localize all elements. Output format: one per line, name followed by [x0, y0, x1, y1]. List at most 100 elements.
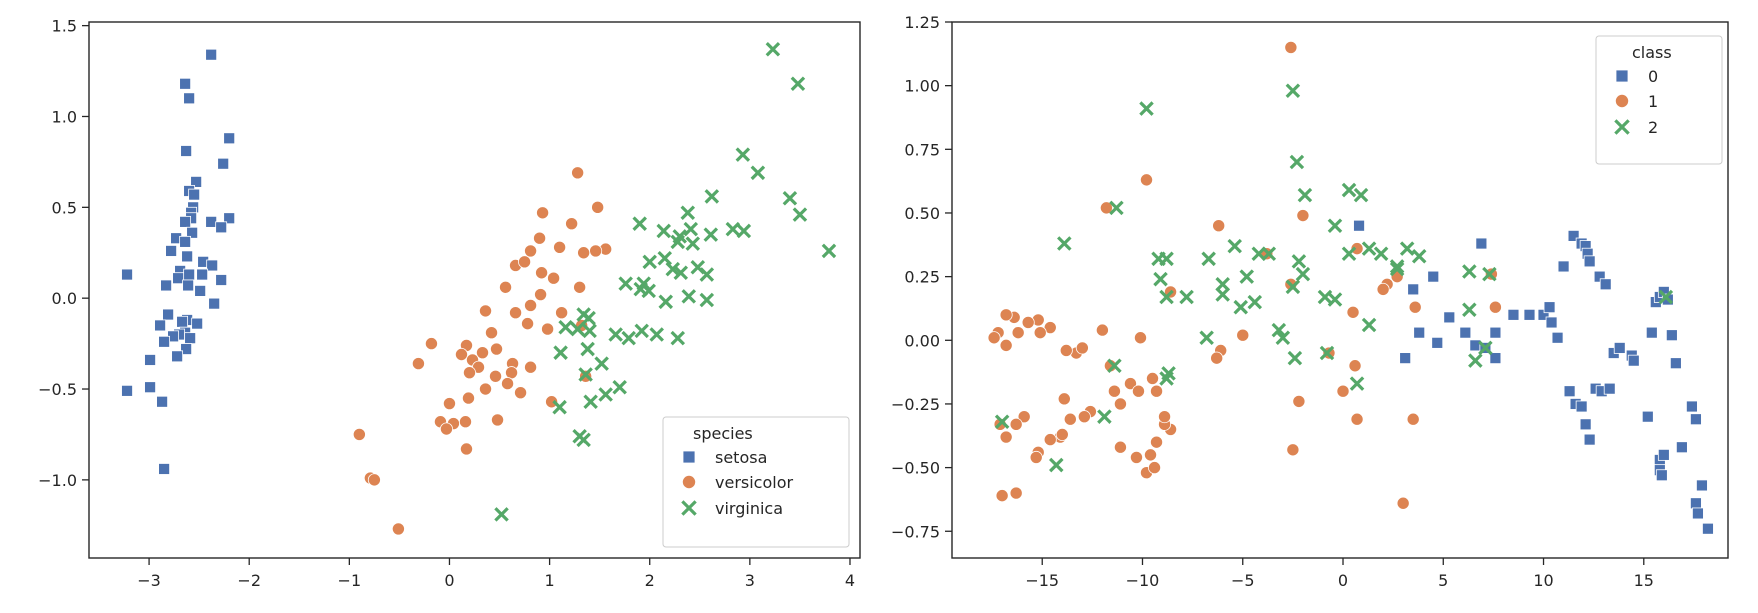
data-point-0: [1696, 479, 1708, 492]
data-point-setosa: [181, 250, 194, 263]
data-point-setosa: [176, 315, 189, 328]
data-point-0: [1641, 410, 1654, 423]
data-point-setosa: [182, 279, 195, 292]
data-point-versicolor: [521, 317, 535, 331]
data-point-virginica: [685, 236, 701, 251]
y-tick-label: 0.25: [904, 268, 940, 287]
data-point-0: [1675, 441, 1688, 454]
data-point-versicolor: [591, 200, 605, 214]
data-point-2: [1319, 345, 1335, 361]
data-point-setosa: [184, 332, 197, 345]
data-point-setosa: [183, 268, 196, 281]
y-tick-label: 0.00: [904, 331, 940, 350]
legend-label: setosa: [715, 448, 767, 467]
data-point-2: [1287, 350, 1303, 366]
data-point-versicolor: [352, 427, 366, 441]
data-point-1: [1059, 343, 1073, 357]
data-point-virginica: [642, 254, 657, 270]
data-point-versicolor: [524, 244, 538, 258]
series-setosa: [121, 48, 236, 475]
data-point-virginica: [580, 341, 595, 357]
data-point-versicolor: [424, 337, 438, 351]
data-point-setosa: [144, 354, 156, 366]
data-point-0: [1551, 331, 1564, 344]
data-point-versicolor: [509, 306, 523, 320]
data-point-2: [1468, 353, 1483, 368]
data-point-0: [1459, 326, 1472, 339]
x-tick-label: 1: [545, 571, 555, 590]
data-point-0: [1443, 311, 1456, 324]
data-point-2: [1153, 271, 1168, 287]
data-point-0: [1669, 357, 1682, 370]
data-point-versicolor: [535, 266, 549, 280]
data-point-setosa: [165, 245, 178, 257]
data-point-versicolor: [462, 366, 476, 380]
y-tick-label: −0.25: [891, 395, 940, 414]
data-point-versicolor: [545, 395, 559, 409]
data-point-virginica: [657, 250, 673, 266]
data-point-1: [1148, 461, 1162, 475]
data-point-1: [1408, 300, 1422, 314]
data-point-2: [1215, 277, 1230, 292]
data-point-1: [999, 338, 1013, 352]
legend: class 0 1 2: [1595, 35, 1723, 165]
data-point-versicolor: [573, 280, 587, 294]
data-point-0: [1645, 326, 1658, 339]
data-point-2: [1373, 246, 1389, 261]
data-point-versicolor: [589, 244, 603, 258]
data-point-versicolor: [442, 397, 456, 411]
data-point-1: [1043, 433, 1057, 447]
data-point-0: [1686, 400, 1698, 413]
data-point-2: [1097, 409, 1112, 424]
data-point-virginica: [725, 221, 741, 237]
legend-label: versicolor: [715, 473, 793, 492]
legend-marker-0: [1615, 69, 1629, 83]
data-point-versicolor: [547, 271, 561, 285]
data-point-virginica: [581, 310, 596, 326]
data-point-virginica: [552, 399, 567, 415]
x-tick-label: 2: [645, 571, 655, 590]
data-point-1: [1488, 300, 1502, 314]
data-point-versicolor: [541, 322, 555, 336]
legend-label: 2: [1648, 118, 1658, 137]
data-point-virginica: [649, 327, 664, 342]
data-point-2: [1233, 299, 1249, 315]
data-point-1: [1296, 209, 1310, 223]
data-point-2: [1361, 241, 1377, 256]
data-point-setosa: [188, 188, 201, 201]
data-point-virginica: [583, 394, 598, 410]
data-point-versicolor: [476, 346, 490, 360]
left-scatter-plot: −3 −2 −1 0 1 2 3 4 −1.0 −0.5 0.0 0.5 1.0 1.5 species se…: [38, 17, 861, 590]
legend: species setosa versicolor virginica: [662, 416, 850, 548]
data-point-virginica: [658, 294, 674, 310]
data-point-1: [1063, 412, 1077, 426]
data-point-setosa: [144, 381, 156, 394]
data-point-versicolor: [577, 246, 591, 260]
data-point-1: [1150, 384, 1164, 398]
data-point-2: [1109, 200, 1124, 216]
data-point-2: [1289, 154, 1305, 170]
data-point-1: [1123, 377, 1137, 391]
data-point-versicolor: [490, 342, 504, 356]
data-point-versicolor: [454, 348, 468, 362]
data-point-0: [1489, 352, 1502, 365]
data-point-versicolor: [479, 304, 493, 318]
right-scatter-plot: −15 −10 −5 0 5 10 15−0.75−0.50−0.250.000.250.5…: [891, 13, 1729, 590]
x-tick-label: 5: [1438, 571, 1448, 590]
data-point-setosa: [186, 226, 199, 239]
data-point-versicolor: [565, 217, 579, 231]
data-point-0: [1545, 316, 1558, 329]
data-point-1: [995, 489, 1009, 503]
series-virginica: [494, 41, 837, 522]
data-point-setosa: [205, 215, 218, 228]
data-point-setosa: [215, 274, 228, 286]
y-tick-label: 1.25: [904, 13, 940, 32]
data-point-1: [1144, 448, 1158, 462]
legend-marker-2: [1614, 119, 1630, 135]
data-point-2: [1057, 236, 1072, 251]
data-point-setosa: [223, 132, 236, 145]
data-point-2: [1353, 187, 1369, 203]
data-point-0: [1475, 237, 1488, 250]
x-tick-label: 10: [1533, 571, 1553, 590]
data-point-setosa: [206, 259, 219, 272]
